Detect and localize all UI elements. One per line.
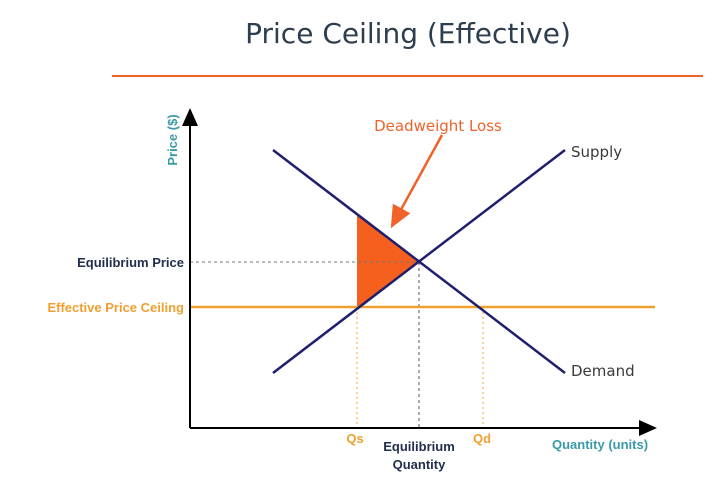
demand-label: Demand xyxy=(571,362,635,380)
equilibrium-quantity-label-line2: Quantity xyxy=(393,457,446,472)
y-axis-label: Price ($) xyxy=(165,114,180,165)
price-ceiling-label: Effective Price Ceiling xyxy=(47,300,184,315)
supply-label: Supply xyxy=(571,143,622,161)
qs-label: Qs xyxy=(346,431,363,446)
equilibrium-quantity-label-line1: Equilibrium xyxy=(383,439,455,454)
x-axis-label: Quantity (units) xyxy=(552,437,648,452)
diagram-title: Price Ceiling (Effective) xyxy=(245,17,571,50)
deadweight-loss-label: Deadweight Loss xyxy=(374,117,502,135)
supply-curve xyxy=(272,149,566,374)
deadweight-loss-area xyxy=(357,214,419,308)
equilibrium-price-label: Equilibrium Price xyxy=(77,255,184,270)
qd-label: Qd xyxy=(473,431,491,446)
deadweight-loss-arrow xyxy=(390,134,444,229)
